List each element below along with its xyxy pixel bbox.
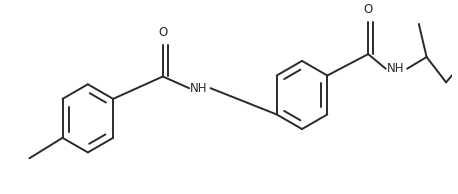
Text: NH: NH	[387, 62, 404, 75]
Text: O: O	[364, 3, 373, 16]
Text: O: O	[158, 26, 168, 39]
Text: NH: NH	[190, 82, 207, 95]
